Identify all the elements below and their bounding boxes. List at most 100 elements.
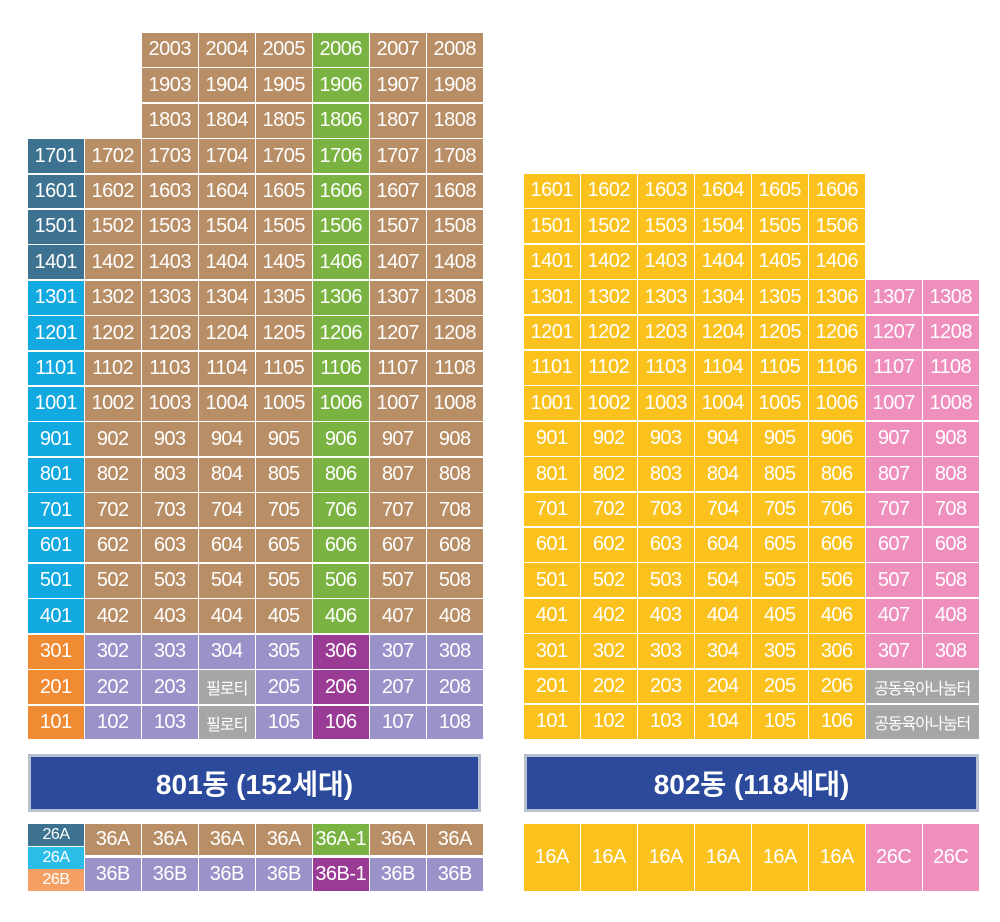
- unit-802-607: 607: [866, 528, 922, 562]
- unit-801-1904: 1904: [199, 68, 255, 103]
- unit-801-2004: 2004: [199, 33, 255, 67]
- unit-802-1106: 1106: [809, 351, 865, 385]
- unit-802-103: 103: [638, 705, 694, 739]
- unit-801-1008: 1008: [427, 387, 483, 421]
- unit-801-907: 907: [370, 422, 426, 457]
- type-36b-1: 36B-1: [313, 858, 369, 891]
- unit-802-902: 902: [581, 421, 637, 456]
- unit-802-1001: 1001: [524, 386, 580, 421]
- unit-802-601: 601: [524, 528, 580, 562]
- unit-802-908: 908: [923, 421, 979, 456]
- type-16a: 16A: [638, 824, 694, 891]
- unit-801-1408: 1408: [427, 245, 483, 280]
- unit-801-1405: 1405: [256, 245, 312, 280]
- unit-801-304: 304: [199, 634, 255, 669]
- unit-802-604: 604: [695, 528, 751, 562]
- unit-802-1308: 1308: [923, 280, 979, 315]
- unit-801-504: 504: [199, 564, 255, 598]
- unit-802-1004: 1004: [695, 386, 751, 421]
- unit-802-1005: 1005: [752, 386, 808, 421]
- unit-801-602: 602: [85, 528, 141, 563]
- unit-802-405: 405: [752, 598, 808, 633]
- unit-801-1907: 1907: [370, 68, 426, 103]
- unit-801-707: 707: [370, 493, 426, 528]
- unit-801-1508: 1508: [427, 210, 483, 244]
- unit-802-506: 506: [809, 563, 865, 598]
- unit-802-205: 205: [752, 669, 808, 704]
- unit-801-1103: 1103: [142, 351, 198, 386]
- unit-801-302: 302: [85, 634, 141, 669]
- unit-802-1401: 1401: [524, 244, 580, 279]
- unit-802-305: 305: [752, 634, 808, 669]
- unit-802-1307: 1307: [866, 280, 922, 315]
- unit-801-1808: 1808: [427, 103, 483, 138]
- unit-801-1502: 1502: [85, 210, 141, 244]
- unit-802-1306: 1306: [809, 280, 865, 315]
- unit-802-503: 503: [638, 563, 694, 598]
- unit-802-1103: 1103: [638, 351, 694, 385]
- unit-802-705: 705: [752, 492, 808, 527]
- unit-801-902: 902: [85, 422, 141, 457]
- unit-801-1906: 1906: [313, 68, 369, 103]
- unit-802-1006: 1006: [809, 386, 865, 421]
- unit-801-403: 403: [142, 599, 198, 634]
- unit-802-507: 507: [866, 563, 922, 598]
- unit-801-1101: 1101: [28, 351, 84, 386]
- unit-801-903: 903: [142, 422, 198, 457]
- unit-801-1205: 1205: [256, 316, 312, 351]
- unit-802-1404: 1404: [695, 244, 751, 279]
- unit-802-708: 708: [923, 492, 979, 527]
- unit-802-704: 704: [695, 492, 751, 527]
- unit-802-1604: 1604: [695, 174, 751, 208]
- unit-801-1507: 1507: [370, 210, 426, 244]
- unit-802-307: 307: [866, 634, 922, 669]
- unit-801-206: 206: [313, 670, 369, 705]
- unit-801-2008: 2008: [427, 33, 483, 67]
- unit-801-1706: 1706: [313, 139, 369, 174]
- legend-26a: 26A: [28, 824, 84, 846]
- unit-801-608: 608: [427, 528, 483, 563]
- unit-802-1303: 1303: [638, 280, 694, 315]
- unit-802-401: 401: [524, 598, 580, 633]
- unit-802-1101: 1101: [524, 351, 580, 385]
- unit-801-801: 801: [28, 457, 84, 492]
- unit-801-1304: 1304: [199, 280, 255, 315]
- unit-801-908: 908: [427, 422, 483, 457]
- unit-802-1601: 1601: [524, 174, 580, 208]
- type-36b: 36B: [256, 858, 312, 891]
- unit-802-703: 703: [638, 492, 694, 527]
- unit-801-1803: 1803: [142, 103, 198, 138]
- unit-802-302: 302: [581, 634, 637, 669]
- unit-801-1202: 1202: [85, 316, 141, 351]
- unit-801-804: 804: [199, 457, 255, 492]
- type-16a: 16A: [752, 824, 808, 891]
- type-26c: 26C: [866, 824, 922, 891]
- unit-802-1501: 1501: [524, 209, 580, 244]
- unit-801-505: 505: [256, 564, 312, 598]
- unit-801-1908: 1908: [427, 68, 483, 103]
- unit-801-906: 906: [313, 422, 369, 457]
- unit-801-1306: 1306: [313, 280, 369, 315]
- unit-801-1007: 1007: [370, 387, 426, 421]
- unit-801-1005: 1005: [256, 387, 312, 421]
- unit-802-105: 105: [752, 705, 808, 739]
- unit-801-703: 703: [142, 493, 198, 528]
- unit-801-1201: 1201: [28, 316, 84, 351]
- unit-801-1105: 1105: [256, 351, 312, 386]
- unit-801-필로티: 필로티: [199, 705, 255, 740]
- unit-801-1805: 1805: [256, 103, 312, 138]
- common-childcare-room: 공동육아나눔터: [866, 669, 979, 704]
- unit-801-1603: 1603: [142, 174, 198, 209]
- unit-801-1804: 1804: [199, 103, 255, 138]
- type-16a: 16A: [581, 824, 637, 891]
- unit-801-802: 802: [85, 457, 141, 492]
- unit-801-1604: 1604: [199, 174, 255, 209]
- unit-801-108: 108: [427, 705, 483, 740]
- unit-802-403: 403: [638, 598, 694, 633]
- unit-801-507: 507: [370, 564, 426, 598]
- unit-801-1601: 1601: [28, 174, 84, 209]
- unit-802-1506: 1506: [809, 209, 865, 244]
- unit-801-202: 202: [85, 670, 141, 705]
- unit-802-907: 907: [866, 421, 922, 456]
- unit-801-702: 702: [85, 493, 141, 528]
